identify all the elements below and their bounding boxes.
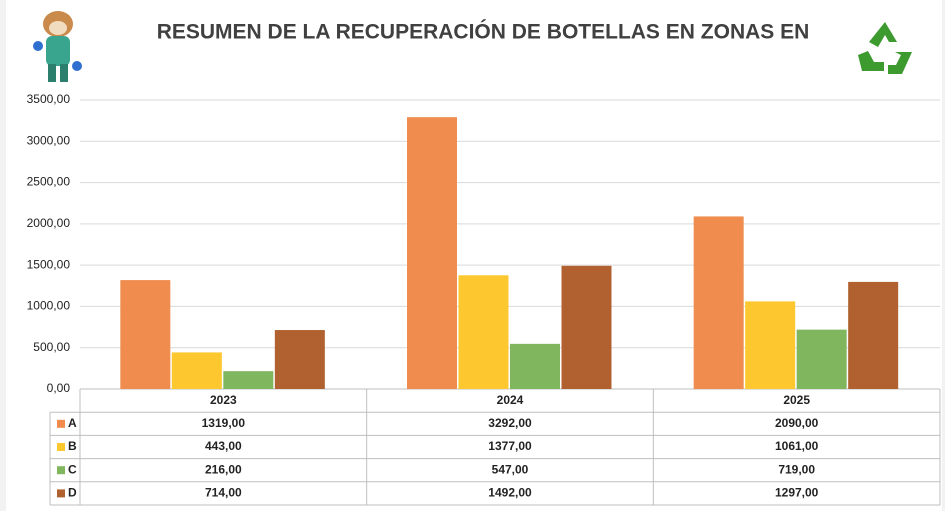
data-label: 1061,00 bbox=[775, 439, 819, 453]
legend-label: B bbox=[68, 439, 77, 453]
chart-area bbox=[6, 0, 942, 511]
bar bbox=[694, 216, 744, 389]
bar bbox=[510, 344, 560, 389]
data-label: 3292,00 bbox=[488, 416, 532, 430]
data-label: 1377,00 bbox=[488, 439, 532, 453]
legend-swatch bbox=[57, 443, 65, 451]
legend-label: A bbox=[68, 416, 77, 430]
chart: RESUMEN DE LA RECUPERACIÓN DE BOTELLAS E… bbox=[0, 0, 945, 511]
data-label: 1297,00 bbox=[775, 486, 819, 500]
y-tick-label: 3500,00 bbox=[27, 92, 71, 106]
data-label: 1319,00 bbox=[202, 416, 246, 430]
data-label: 547,00 bbox=[492, 462, 529, 476]
legend-swatch bbox=[57, 420, 65, 428]
y-tick-label: 0,00 bbox=[47, 381, 71, 395]
data-label: 216,00 bbox=[205, 462, 242, 476]
chart-title: RESUMEN DE LA RECUPERACIÓN DE BOTELLAS E… bbox=[157, 20, 810, 44]
y-tick-label: 2500,00 bbox=[27, 175, 71, 189]
bar bbox=[848, 282, 898, 389]
bar bbox=[459, 275, 509, 389]
bar bbox=[745, 301, 795, 389]
bar bbox=[223, 371, 273, 389]
y-tick-label: 3000,00 bbox=[27, 133, 71, 147]
legend-swatch bbox=[57, 466, 65, 474]
bar bbox=[172, 352, 222, 389]
x-tick-label: 2024 bbox=[497, 393, 524, 407]
data-label: 1492,00 bbox=[488, 486, 532, 500]
data-label: 2090,00 bbox=[775, 416, 819, 430]
y-tick-label: 500,00 bbox=[33, 340, 70, 354]
data-label: 443,00 bbox=[205, 439, 242, 453]
y-tick-label: 1500,00 bbox=[27, 257, 71, 271]
bar bbox=[562, 266, 612, 389]
legend-label: C bbox=[68, 462, 77, 476]
bar bbox=[275, 330, 325, 389]
data-label: 719,00 bbox=[778, 462, 815, 476]
legend-label: D bbox=[68, 486, 77, 500]
y-tick-label: 1000,00 bbox=[27, 299, 71, 313]
x-tick-label: 2025 bbox=[783, 393, 810, 407]
bar bbox=[120, 280, 170, 389]
x-tick-label: 2023 bbox=[210, 393, 237, 407]
data-label: 714,00 bbox=[205, 486, 242, 500]
legend-swatch bbox=[57, 489, 65, 497]
bar bbox=[407, 117, 457, 389]
bar bbox=[797, 330, 847, 389]
y-tick-label: 2000,00 bbox=[27, 216, 71, 230]
